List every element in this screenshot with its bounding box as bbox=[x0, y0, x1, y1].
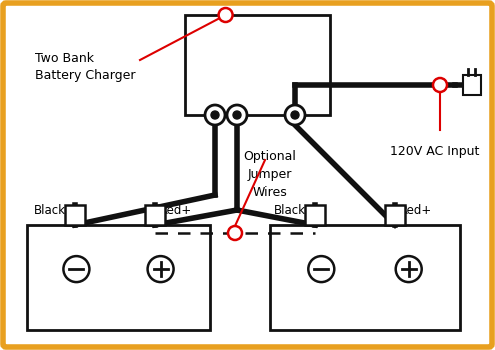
Bar bbox=[385, 205, 405, 225]
Text: Red+: Red+ bbox=[160, 203, 192, 217]
Circle shape bbox=[285, 105, 305, 125]
Circle shape bbox=[433, 78, 447, 92]
Circle shape bbox=[228, 226, 242, 240]
Bar bbox=[305, 205, 325, 225]
Circle shape bbox=[308, 256, 334, 282]
Circle shape bbox=[291, 111, 299, 119]
Text: Two Bank
Battery Charger: Two Bank Battery Charger bbox=[35, 52, 136, 82]
Text: Red+: Red+ bbox=[400, 203, 432, 217]
Text: 120V AC Input: 120V AC Input bbox=[391, 145, 480, 158]
Circle shape bbox=[205, 105, 225, 125]
Text: Black-: Black- bbox=[34, 203, 70, 217]
Circle shape bbox=[211, 111, 219, 119]
Circle shape bbox=[227, 105, 247, 125]
Bar bbox=[27, 225, 210, 330]
Bar bbox=[65, 205, 85, 225]
Circle shape bbox=[148, 256, 174, 282]
Text: 12v Battery: 12v Battery bbox=[84, 309, 153, 322]
Bar bbox=[463, 75, 481, 95]
Circle shape bbox=[396, 256, 422, 282]
Circle shape bbox=[219, 8, 233, 22]
Bar bbox=[145, 205, 165, 225]
Text: 12v Battery: 12v Battery bbox=[330, 309, 400, 322]
Circle shape bbox=[233, 111, 241, 119]
Text: Optional
Jumper
Wires: Optional Jumper Wires bbox=[244, 150, 297, 199]
Circle shape bbox=[63, 256, 90, 282]
Bar bbox=[185, 15, 330, 115]
Bar bbox=[270, 225, 460, 330]
Text: Black-: Black- bbox=[274, 203, 310, 217]
